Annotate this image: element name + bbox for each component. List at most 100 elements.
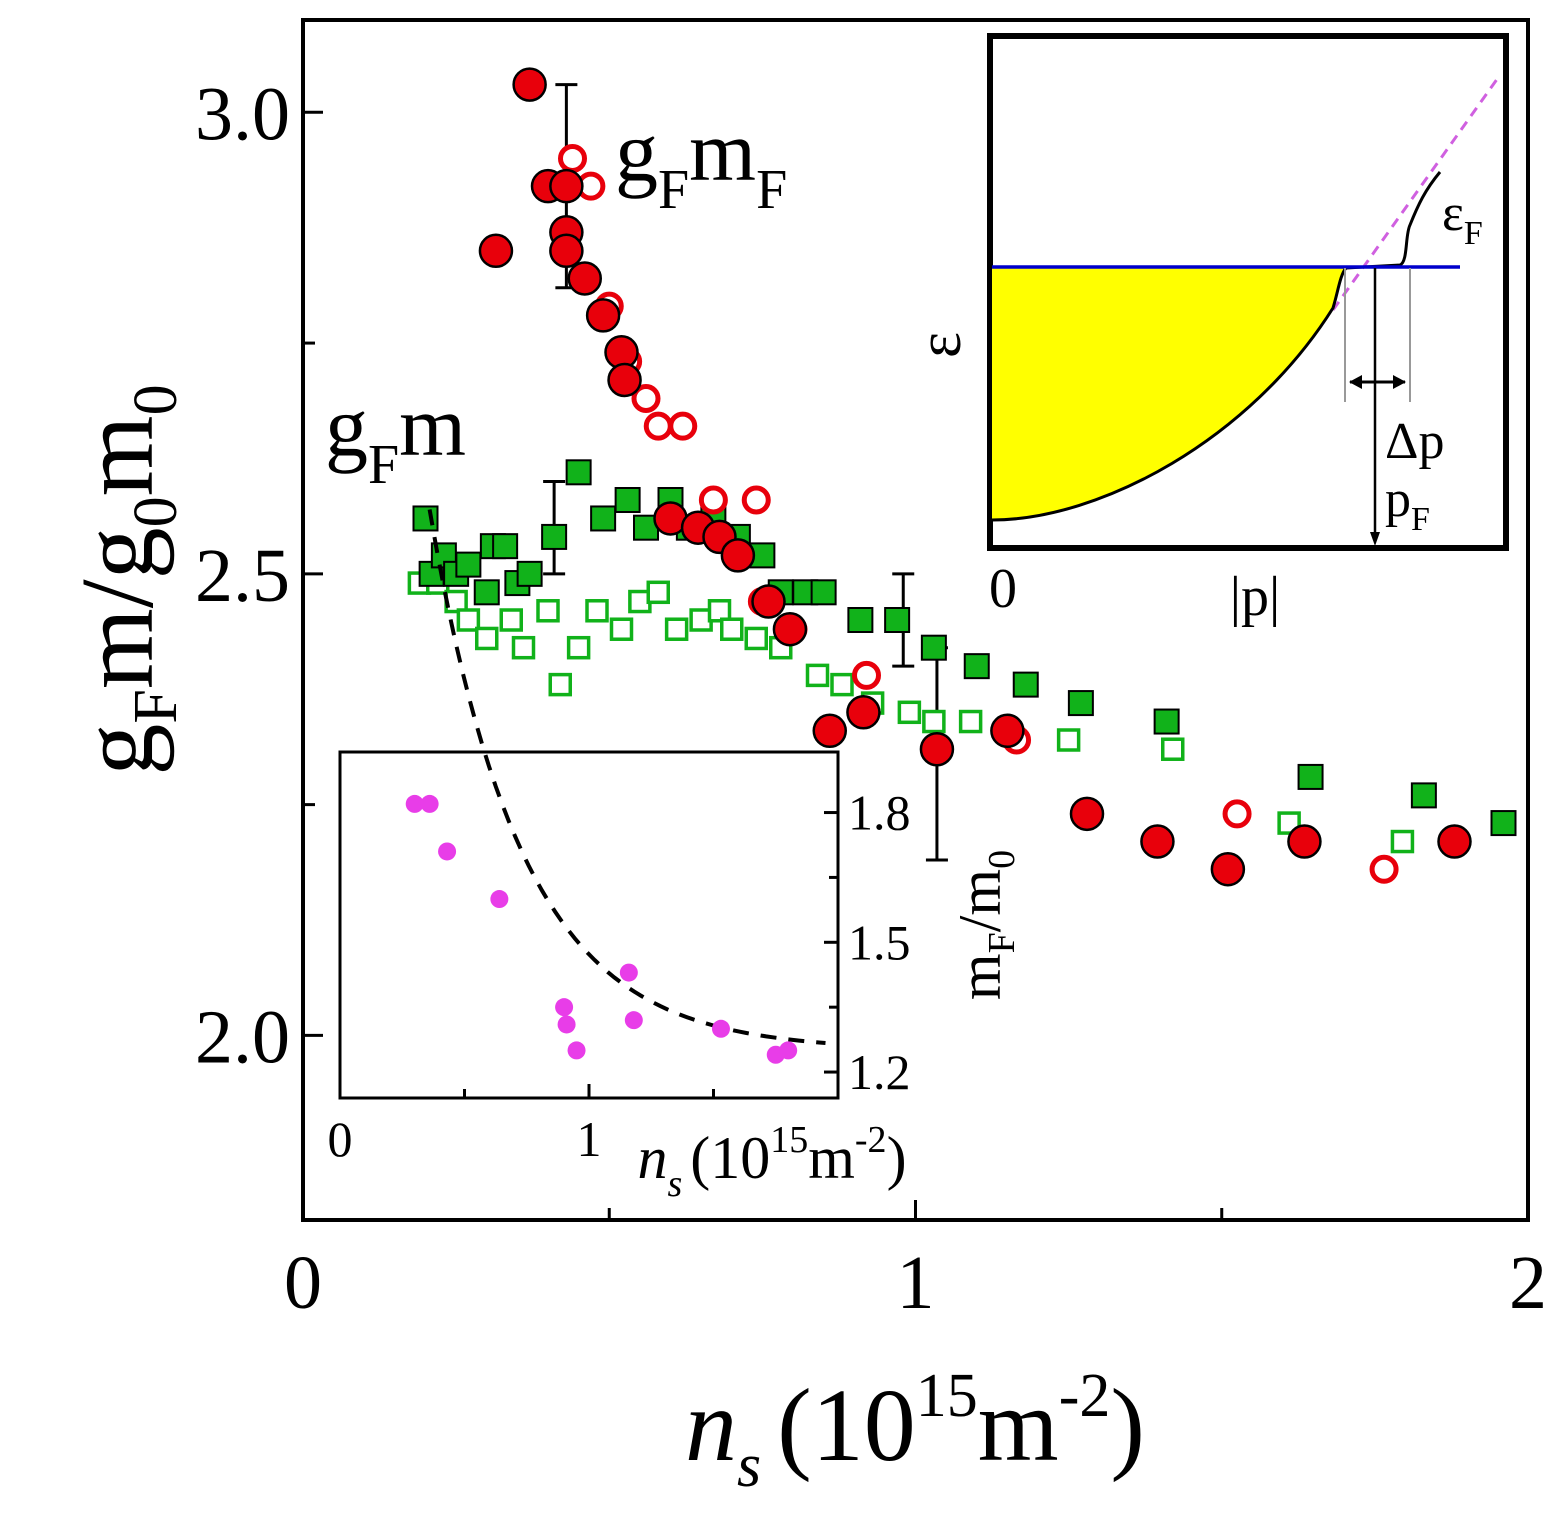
gFmF-filled-point	[1140, 824, 1175, 859]
gFmF-filled-point	[549, 233, 584, 269]
gFmF-filled-point	[478, 233, 514, 269]
inset-mass-point	[557, 1015, 576, 1034]
gFm-open-point	[707, 599, 732, 623]
gFm-open-point	[1161, 737, 1185, 761]
gFmF-filled-point	[990, 713, 1025, 749]
gFm-filled-point	[920, 634, 947, 661]
pF-label: pF	[1385, 471, 1430, 538]
main-y-axis-label: gFm/g0m0	[60, 384, 190, 775]
gFm-filled-point	[473, 579, 500, 606]
inset-mass-point	[567, 1041, 586, 1060]
inset-dispersion-diagram: Δp pF εF ε 0 |p|	[906, 33, 1509, 628]
gFm-filled-point	[614, 487, 641, 513]
gFmF-open-point	[631, 383, 661, 413]
gFm-filled-point	[810, 579, 837, 606]
delta-p-arrowhead-right	[1393, 375, 1406, 389]
gFm-filled-point	[1067, 690, 1094, 717]
gFm-filled-point	[847, 607, 874, 633]
gFmF-filled-point	[567, 261, 602, 296]
main-y-tick-label: 3.0	[195, 72, 290, 156]
inset-mass-point	[405, 794, 424, 813]
gFmF-filled-point	[751, 584, 786, 619]
delta-p-label: Δp	[1385, 413, 1444, 470]
gFm-open-point	[475, 626, 499, 651]
main-data-marks	[407, 67, 1517, 887]
main-x-tick-label: 2	[1509, 1241, 1547, 1325]
gFm-open-point	[646, 580, 670, 605]
gFm-open-point	[566, 635, 591, 660]
inset-y-tick-label: 1.2	[848, 1044, 911, 1100]
gFmF-filled-point	[919, 731, 955, 767]
main-error-bars	[543, 83, 948, 862]
gFm-open-point	[830, 672, 854, 697]
inset-mass-data-marks	[405, 794, 798, 1064]
inset-mass-point	[490, 890, 509, 909]
gFm-filled-point	[963, 653, 990, 680]
gFm-open-point	[744, 626, 768, 651]
gFm-filled-point	[565, 459, 592, 486]
gFm-open-point	[958, 709, 983, 734]
main-y-tick-label: 2.5	[195, 534, 290, 618]
inset-y-tick-label: 1.8	[848, 785, 911, 841]
gFmF-open-point	[643, 411, 673, 441]
series-label-gFmF: gFmF	[615, 103, 787, 221]
series-label-gFm: gFm	[325, 378, 466, 496]
gFmF-filled-point	[812, 713, 847, 749]
inset-mass-point	[420, 794, 439, 813]
gFmF-open-point	[741, 485, 771, 515]
gFmF-filled-point	[1437, 824, 1472, 859]
gFm-open-point	[609, 617, 634, 641]
inset-effective-mass: 0 1 1.2 1.5 1.8 ns (1015m-2) mF/m0	[328, 509, 1023, 1205]
gFm-filled-point	[590, 505, 617, 532]
inset-dispersion-x-label: |p|	[1230, 566, 1280, 628]
inset-mass-axis-ticks: 0 1 1.2 1.5 1.8	[328, 785, 911, 1167]
inset-x-tick-label: 0	[328, 1111, 353, 1167]
inset-mass-point	[711, 1019, 730, 1038]
main-plot: 0 1 2 2.0 2.5 3.0 ns (1015m-2) gFm/g0m0 gFmF g…	[60, 18, 1547, 1500]
main-x-axis-label: ns (1015m-2)	[685, 1362, 1145, 1500]
gFmF-filled-point	[1069, 796, 1105, 832]
gFm-filled-point	[412, 505, 439, 532]
inset-mass-point	[779, 1041, 798, 1060]
gFmF-filled-point	[1210, 851, 1246, 887]
inset-dispersion-y-label: ε	[906, 332, 974, 358]
gFm-open-point	[1390, 829, 1415, 854]
inset-mass-point	[438, 842, 457, 861]
main-y-tick-label: 2.0	[195, 995, 290, 1079]
inset-mass-point	[624, 1011, 643, 1030]
main-x-tick-label: 0	[284, 1241, 322, 1325]
gFm-filled-point	[1490, 810, 1517, 837]
gFm-filled-point	[516, 560, 543, 587]
gFm-open-point	[499, 608, 523, 632]
occupied-states-fill	[992, 268, 1345, 520]
inset-mass-point	[555, 998, 574, 1017]
gFmF-filled-point	[720, 538, 756, 573]
gFm-filled-point	[492, 533, 519, 560]
gFmF-open-point	[698, 485, 728, 515]
gFm-open-point	[536, 599, 560, 623]
gFmF-open-point	[558, 143, 587, 173]
gFm-filled-point	[541, 523, 568, 550]
gFm-filled-point	[1410, 782, 1437, 809]
gFm-open-point	[548, 672, 572, 697]
gFm-open-point	[664, 617, 689, 641]
inset-x-tick-label: 1	[577, 1111, 602, 1167]
gFm-open-point	[805, 663, 830, 688]
gFm-open-point	[511, 635, 536, 660]
gFmF-filled-point	[585, 298, 621, 333]
gFm-filled-point	[884, 607, 911, 633]
gFm-filled-point	[1012, 671, 1039, 698]
gFm-open-point	[456, 608, 481, 632]
gFmF-open-point	[1222, 799, 1252, 829]
inset-x-axis-label: ns (1015m-2)	[637, 1119, 906, 1205]
inset-y-tick-label: 1.5	[848, 914, 911, 970]
inset-mass-point	[619, 963, 638, 982]
gFm-open-point	[1056, 728, 1081, 752]
gFm-open-point	[922, 709, 946, 734]
gFm-filled-point	[1153, 708, 1180, 735]
inset-fit-curve	[427, 509, 826, 1045]
gFmF-open-point	[852, 660, 881, 690]
gFmF-open-point	[668, 411, 698, 441]
gFmF-open-point	[1369, 854, 1399, 884]
